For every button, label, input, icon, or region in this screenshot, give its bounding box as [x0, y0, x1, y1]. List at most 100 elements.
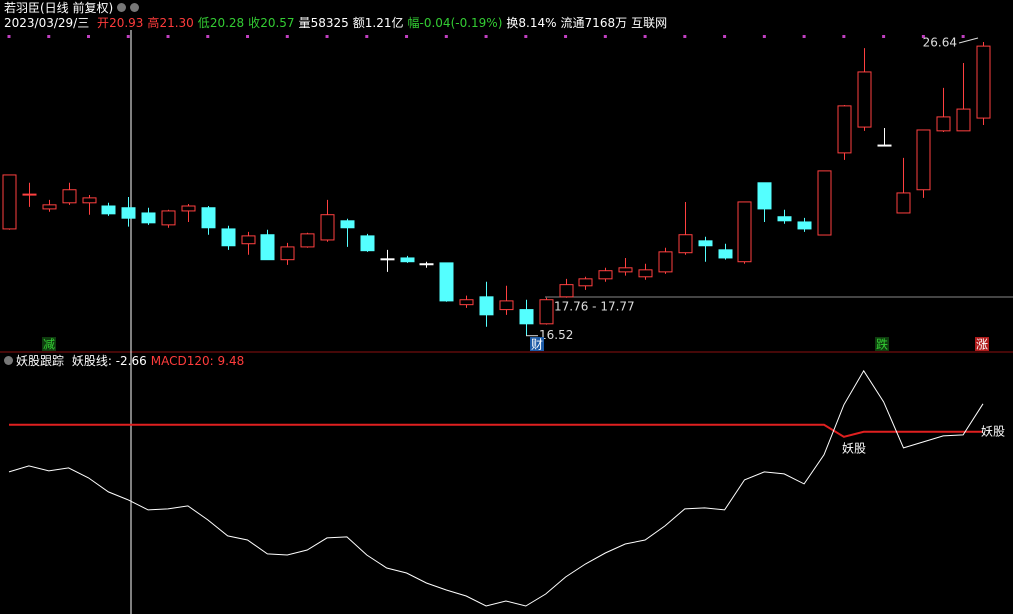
period-dot [762, 35, 766, 38]
period-dot [206, 35, 210, 38]
candle-body [42, 204, 57, 210]
period-dot [882, 35, 886, 38]
candle-body [320, 214, 335, 241]
candle-body [956, 108, 971, 132]
candle-body [737, 201, 752, 263]
period-dot [564, 35, 568, 38]
candle-body [419, 263, 434, 266]
period-dot [166, 35, 170, 38]
candle-body [698, 240, 713, 247]
sector: 互联网 [631, 16, 668, 30]
candle-body [22, 193, 37, 196]
period-dot [7, 35, 11, 38]
candle-body [479, 296, 494, 316]
signal-bg [530, 337, 544, 351]
candle-body [618, 267, 633, 273]
period-dot [246, 35, 250, 38]
line-annotation: 妖股 [842, 442, 866, 456]
quote-item: 额1.21亿 [353, 16, 404, 30]
quote-item: 高21.30 [147, 16, 193, 30]
candle-body [658, 251, 673, 273]
low-label: 16.52 [539, 328, 573, 342]
quote-value: 20.28 [209, 16, 245, 30]
indicator-readout: 妖股线: -2.66 [71, 354, 147, 368]
period-dot [444, 35, 448, 38]
candle-body [260, 234, 275, 261]
quote-item: 换8.14% [506, 16, 556, 30]
indicator-icon[interactable] [4, 356, 13, 365]
signal-label: 减 [43, 338, 55, 352]
candle-body [519, 309, 534, 325]
quote-label: 量 [298, 16, 311, 30]
candle-body [141, 212, 156, 224]
candle-body [300, 233, 315, 248]
quote-value: 20.93 [109, 16, 144, 30]
high-label: 26.64 [923, 36, 957, 50]
dropdown-icon[interactable] [130, 3, 140, 12]
candle-body [976, 45, 991, 119]
line-annotation: 妖股 [981, 425, 1005, 439]
quote-value: 8.14% [518, 16, 557, 30]
period-dot [87, 35, 91, 38]
quote-label: 流通 [560, 16, 585, 30]
dropdown-icon[interactable] [117, 3, 127, 12]
signal-bg [42, 337, 56, 351]
signal-bg [975, 337, 989, 351]
candle-body [638, 269, 653, 278]
quote-value: 1.21亿 [364, 16, 404, 30]
period-dot [961, 35, 965, 38]
period-dot [723, 35, 727, 38]
candle-body [578, 278, 593, 287]
period-dot [126, 35, 130, 38]
candle-body [916, 129, 931, 191]
candle-body [777, 216, 792, 222]
quote-label: 幅 [407, 16, 420, 30]
period-dot [325, 35, 329, 38]
indicator-header: 妖股跟踪 妖股线: -2.66 MACD120: 9.48 [4, 354, 248, 368]
quote-value: 7168万 [584, 16, 628, 30]
candle-body [539, 299, 554, 325]
indicator-readout: MACD120: 9.48 [150, 354, 245, 368]
candle-body [757, 182, 772, 210]
indicator-title: 妖股跟踪 [16, 354, 65, 368]
high-pointer [958, 37, 979, 44]
candle-body [817, 170, 832, 236]
signal-label: 跌 [876, 337, 888, 352]
candle-body [678, 234, 693, 254]
period-dot [285, 35, 289, 38]
quote-label: 低 [197, 16, 210, 30]
period-dot [484, 35, 488, 38]
signal-label: 财 [531, 338, 543, 352]
stock-title: 若羽臣(日线 前复权) [4, 1, 114, 15]
candle-body [380, 258, 395, 261]
candle-body [82, 197, 97, 204]
period-dot [683, 35, 687, 38]
quote-value: 20.57 [260, 16, 295, 30]
period-dot [802, 35, 806, 38]
candle-body [439, 262, 454, 302]
quote-value: 58325 [310, 16, 349, 30]
quote-label: 收 [248, 16, 261, 30]
period-dot [603, 35, 607, 38]
range-label: 17.76 - 17.77 [554, 300, 635, 314]
candle-body [201, 207, 216, 229]
period-dot [47, 35, 51, 38]
quote-item: 量58325 [299, 16, 349, 30]
candle-body [101, 205, 116, 215]
candle-body [360, 235, 375, 252]
period-dot [405, 35, 409, 38]
candle-body [181, 205, 196, 212]
candle-body [797, 221, 812, 230]
candle-body [400, 257, 415, 263]
candle-body [2, 174, 17, 230]
quote-item: 收20.57 [248, 16, 294, 30]
period-dot [365, 35, 369, 38]
period-dot [524, 35, 528, 38]
candle-body [857, 71, 872, 128]
quote-label: 额 [352, 16, 365, 30]
quote-row: 2023/03/29/三 开20.93 高21.30 低20.28 收20.57 量58… [4, 16, 671, 30]
candle-body [280, 246, 295, 261]
period-dot [643, 35, 647, 38]
signal-label: 涨 [976, 337, 988, 352]
quote-item: 低20.28 [198, 16, 244, 30]
